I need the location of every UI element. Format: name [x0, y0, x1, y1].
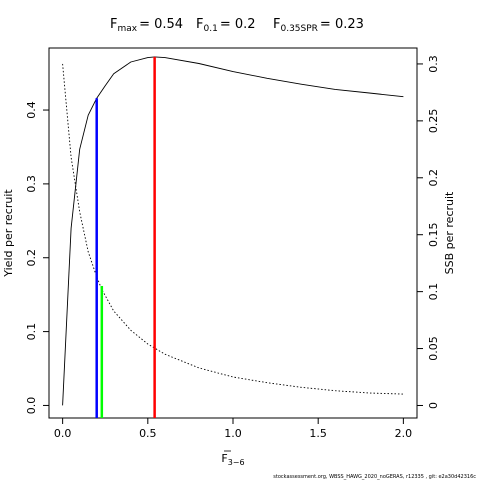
y-axis-left-label: Yield per recruit	[2, 189, 15, 278]
plot-frame	[48, 47, 418, 419]
y-right-tick-label: 0.3	[427, 55, 440, 73]
y-right-tick-label: 0.25	[427, 109, 440, 134]
y-left-tick-label: 0.3	[25, 175, 38, 193]
y-left-tick-label: 0.2	[25, 249, 38, 267]
x-axis-label: F3−6	[221, 452, 244, 467]
title-fspr: F0.35SPR = 0.23	[273, 17, 364, 34]
x-tick-label: 2.0	[395, 427, 413, 440]
y-right-tick-label: 0.2	[427, 169, 440, 187]
y-right-tick-label: 0.1	[427, 283, 440, 301]
x-tick-label: 0.0	[54, 427, 72, 440]
x-tick-label: 0.5	[139, 427, 157, 440]
x-axis: 0.0 0.5 1.0 1.5 2.0	[54, 417, 413, 440]
y-right-tick-label: 0	[427, 402, 440, 409]
y-axis-right-label: SSB per recruit	[443, 191, 456, 274]
y-right-tick-label: 0.15	[427, 222, 440, 247]
x-tick-label: 1.0	[224, 427, 242, 440]
footnote: stockassessment.org, WBSS_HAWG_2020_noGE…	[273, 474, 476, 480]
title-f01: F0.1 = 0.2	[196, 17, 256, 34]
y-axis-left: 0.0 0.1 0.2 0.3 0.4	[25, 101, 49, 414]
x-tick-label: 1.5	[309, 427, 327, 440]
title-fmax: Fmax = 0.54	[110, 17, 183, 34]
yield-per-recruit-curve	[62, 56, 404, 406]
y-left-tick-label: 0.4	[25, 101, 38, 119]
y-left-tick-label: 0.1	[25, 323, 38, 341]
series-layer	[62, 56, 404, 406]
y-right-tick-label: 0.05	[427, 336, 440, 361]
y-axis-right: 0 0.05 0.1 0.15 0.2 0.25 0.3	[417, 55, 440, 409]
reference-lines	[95, 56, 156, 418]
y-left-tick-label: 0.0	[25, 397, 38, 415]
ssb-per-recruit-curve	[62, 63, 404, 395]
